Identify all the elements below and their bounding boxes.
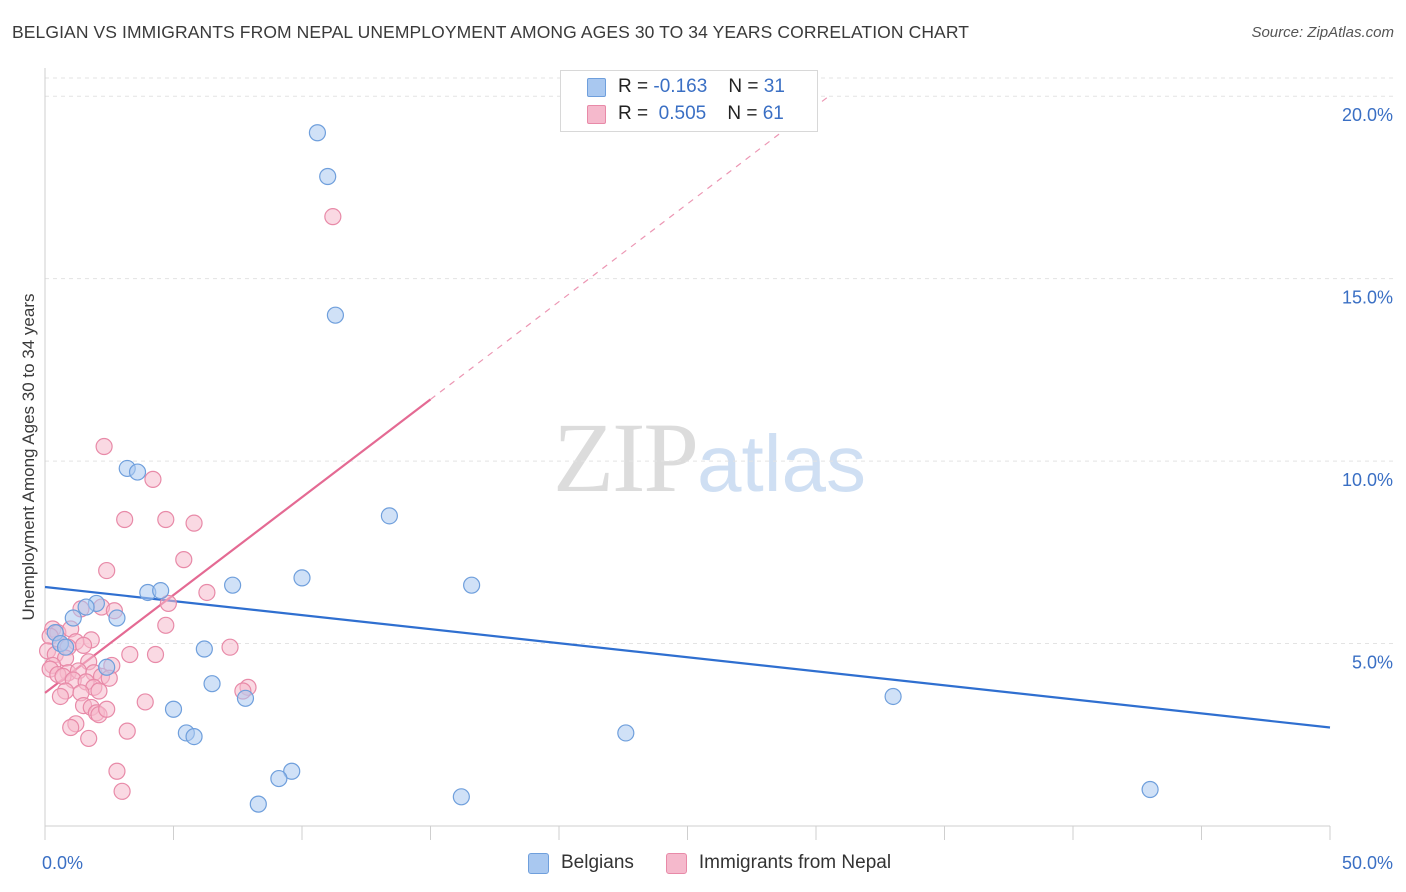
belgian-point <box>236 689 255 707</box>
y-axis-label: Unemployment Among Ages 30 to 34 years <box>19 294 38 621</box>
nepal-point <box>74 636 93 654</box>
legend-r-value: 0.505 <box>658 103 707 124</box>
nepal-point <box>108 762 126 780</box>
legend-row-nepal: R = 0.505 N = 61 <box>587 101 784 127</box>
watermark: ZIPatlas <box>553 400 866 515</box>
belgian-point <box>164 700 183 718</box>
y-tick-label: 10.0% <box>1342 470 1393 490</box>
nepal-point <box>136 693 154 711</box>
legend-swatch-blue <box>587 77 606 97</box>
nepal-point <box>62 718 80 737</box>
series-legend: Belgians Immigrants from Nepal <box>528 852 923 874</box>
nepal-trend-line <box>44 398 432 694</box>
belgian-points <box>46 124 1159 813</box>
legend-n-value: 61 <box>762 103 784 124</box>
correlation-legend: R = -0.163 N = 31 R = 0.505 N = 61 <box>560 70 818 132</box>
tick-labels: 5.0% 10.0% 15.0% 20.0% 0.0% 50.0% <box>42 105 1393 873</box>
nepal-point <box>113 782 131 800</box>
belgian-point <box>56 638 75 656</box>
legend-n-label: N = <box>728 76 759 97</box>
nepal-point <box>324 208 342 226</box>
belgian-point <box>77 598 95 616</box>
belgian-point <box>884 687 902 706</box>
nepal-point <box>146 645 165 664</box>
x-tick-label-min: 0.0% <box>42 853 83 873</box>
legend-r-value: -0.163 <box>653 76 708 97</box>
x-tick-label-max: 50.0% <box>1342 853 1393 873</box>
belgian-point <box>308 124 327 142</box>
nepal-point <box>157 510 175 529</box>
legend-n-value: 31 <box>763 76 785 97</box>
belgian-point <box>195 640 213 658</box>
belgian-point <box>1141 780 1159 799</box>
legend-r-label: R = <box>618 76 649 97</box>
belgian-trend-line <box>44 585 1331 729</box>
nepal-swatch <box>665 852 687 874</box>
belgian-point <box>98 658 116 676</box>
nepal-point <box>159 594 177 613</box>
nepal-point <box>90 682 108 700</box>
belgian-point <box>270 769 288 788</box>
nepal-trend-extension <box>430 95 830 400</box>
nepal-points <box>38 208 342 800</box>
belgian-point <box>249 795 267 813</box>
legend-swatch-pink <box>587 104 606 124</box>
chart-title: BELGIAN VS IMMIGRANTS FROM NEPAL UNEMPLO… <box>12 22 970 42</box>
belgian-point <box>617 724 635 742</box>
belgian-point <box>128 463 147 481</box>
gridlines <box>45 77 1393 645</box>
nepal-point <box>116 510 134 529</box>
belgian-point <box>452 788 470 806</box>
belgian-point <box>203 675 221 693</box>
nepal-point <box>121 645 139 664</box>
watermark-zip: ZIP <box>553 402 699 513</box>
belgian-point <box>326 306 345 324</box>
belgian-point <box>185 728 203 746</box>
y-tick-label: 20.0% <box>1342 105 1393 125</box>
nepal-point <box>98 700 116 718</box>
belgian-point <box>283 762 301 780</box>
y-tick-label: 15.0% <box>1342 288 1393 308</box>
belgian-point <box>64 609 82 627</box>
nepal-point <box>80 729 98 748</box>
belgian-point <box>108 609 126 627</box>
belgian-point <box>380 507 398 525</box>
nepal-point <box>144 470 162 488</box>
belgian-point <box>224 576 242 594</box>
nepal-point <box>157 616 175 634</box>
belgian-point <box>463 576 481 594</box>
legend-item-belgians[interactable]: Belgians <box>528 852 634 874</box>
source-label: Source: ZipAtlas.com <box>1251 24 1394 41</box>
belgian-point <box>319 167 337 186</box>
legend-r-label: R = <box>618 103 649 124</box>
nepal-point <box>95 437 113 456</box>
nepal-point <box>185 514 203 532</box>
nepal-point <box>98 561 116 580</box>
axes <box>44 68 1331 840</box>
trend-lines <box>44 95 1331 729</box>
belgian-point <box>293 569 311 587</box>
watermark-atlas: atlas <box>697 419 866 508</box>
nepal-label: Immigrants from Nepal <box>698 852 892 873</box>
legend-item-nepal[interactable]: Immigrants from Nepal <box>665 852 892 874</box>
belgians-label: Belgians <box>561 852 634 873</box>
legend-row-belgians: R = -0.163 N = 31 <box>587 74 785 100</box>
legend-n-label: N = <box>727 103 758 124</box>
nepal-point <box>118 722 136 740</box>
nepal-point <box>198 583 216 602</box>
belgians-swatch <box>528 852 549 874</box>
nepal-point <box>51 687 70 706</box>
nepal-point <box>221 638 239 656</box>
belgian-point <box>152 582 170 600</box>
nepal-point <box>175 551 193 569</box>
y-tick-label: 5.0% <box>1352 653 1393 673</box>
